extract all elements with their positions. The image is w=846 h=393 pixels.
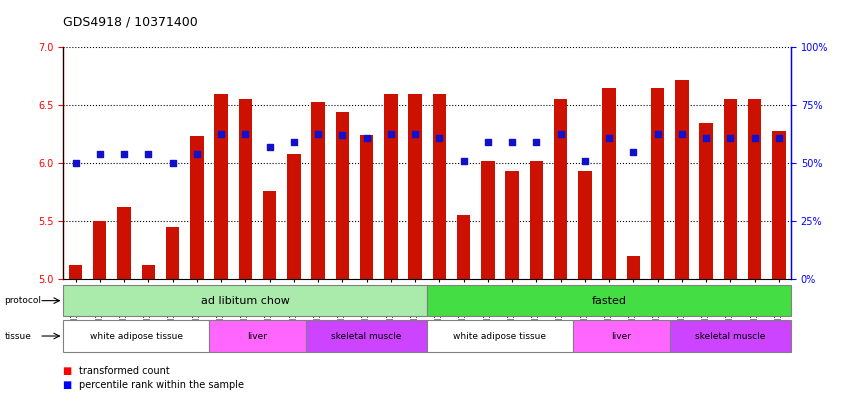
Point — [675, 131, 689, 137]
Bar — [651, 88, 664, 279]
Bar — [141, 265, 155, 279]
Bar — [457, 215, 470, 279]
Point — [336, 132, 349, 138]
Bar — [263, 191, 277, 279]
Bar — [602, 88, 616, 279]
Point — [481, 139, 495, 145]
Point — [93, 151, 107, 157]
Bar — [118, 207, 131, 279]
Point — [360, 134, 373, 141]
Point — [214, 131, 228, 137]
Bar — [287, 154, 300, 279]
Point — [505, 139, 519, 145]
Point — [530, 139, 543, 145]
Text: transformed count: transformed count — [79, 366, 169, 376]
Bar — [427, 285, 791, 316]
Text: GDS4918 / 10371400: GDS4918 / 10371400 — [63, 16, 198, 29]
Bar — [578, 171, 591, 279]
Bar — [723, 99, 737, 279]
Text: tissue: tissue — [4, 332, 31, 340]
Point — [118, 151, 131, 157]
Bar — [627, 256, 640, 279]
Point — [311, 131, 325, 137]
Point — [409, 131, 422, 137]
Text: skeletal muscle: skeletal muscle — [695, 332, 766, 340]
Point — [69, 160, 82, 166]
Bar — [670, 320, 791, 352]
Bar — [166, 227, 179, 279]
Text: ad libitum chow: ad libitum chow — [201, 296, 290, 306]
Bar — [69, 265, 82, 279]
Point — [384, 131, 398, 137]
Point — [627, 149, 640, 155]
Point — [700, 134, 713, 141]
Bar — [336, 112, 349, 279]
Bar — [384, 94, 398, 279]
Text: white adipose tissue: white adipose tissue — [453, 332, 547, 340]
Bar — [409, 94, 422, 279]
Bar — [427, 320, 573, 352]
Text: fasted: fasted — [591, 296, 627, 306]
Point — [602, 134, 616, 141]
Text: skeletal muscle: skeletal muscle — [332, 332, 402, 340]
Bar — [554, 99, 568, 279]
Point — [166, 160, 179, 166]
Point — [554, 131, 568, 137]
Point — [457, 158, 470, 164]
Text: protocol: protocol — [4, 296, 41, 305]
Bar — [214, 94, 228, 279]
Text: ■: ■ — [63, 380, 76, 390]
Bar — [239, 99, 252, 279]
Bar — [675, 80, 689, 279]
Point — [190, 151, 204, 157]
Bar — [306, 320, 427, 352]
Bar — [772, 130, 786, 279]
Point — [432, 134, 446, 141]
Bar — [530, 161, 543, 279]
Bar — [63, 320, 209, 352]
Point — [239, 131, 252, 137]
Bar — [573, 320, 670, 352]
Text: percentile rank within the sample: percentile rank within the sample — [79, 380, 244, 390]
Point — [651, 131, 664, 137]
Bar — [93, 221, 107, 279]
Bar — [209, 320, 306, 352]
Point — [263, 144, 277, 150]
Text: white adipose tissue: white adipose tissue — [90, 332, 183, 340]
Bar — [190, 136, 204, 279]
Bar — [748, 99, 761, 279]
Text: liver: liver — [248, 332, 267, 340]
Bar — [432, 94, 446, 279]
Point — [748, 134, 761, 141]
Bar — [481, 161, 495, 279]
Bar — [505, 171, 519, 279]
Bar — [63, 285, 427, 316]
Bar — [360, 135, 373, 279]
Point — [287, 139, 300, 145]
Text: ■: ■ — [63, 366, 76, 376]
Bar — [700, 123, 713, 279]
Point — [723, 134, 737, 141]
Point — [772, 134, 786, 141]
Point — [141, 151, 155, 157]
Bar — [311, 102, 325, 279]
Text: liver: liver — [612, 332, 631, 340]
Point — [578, 158, 591, 164]
